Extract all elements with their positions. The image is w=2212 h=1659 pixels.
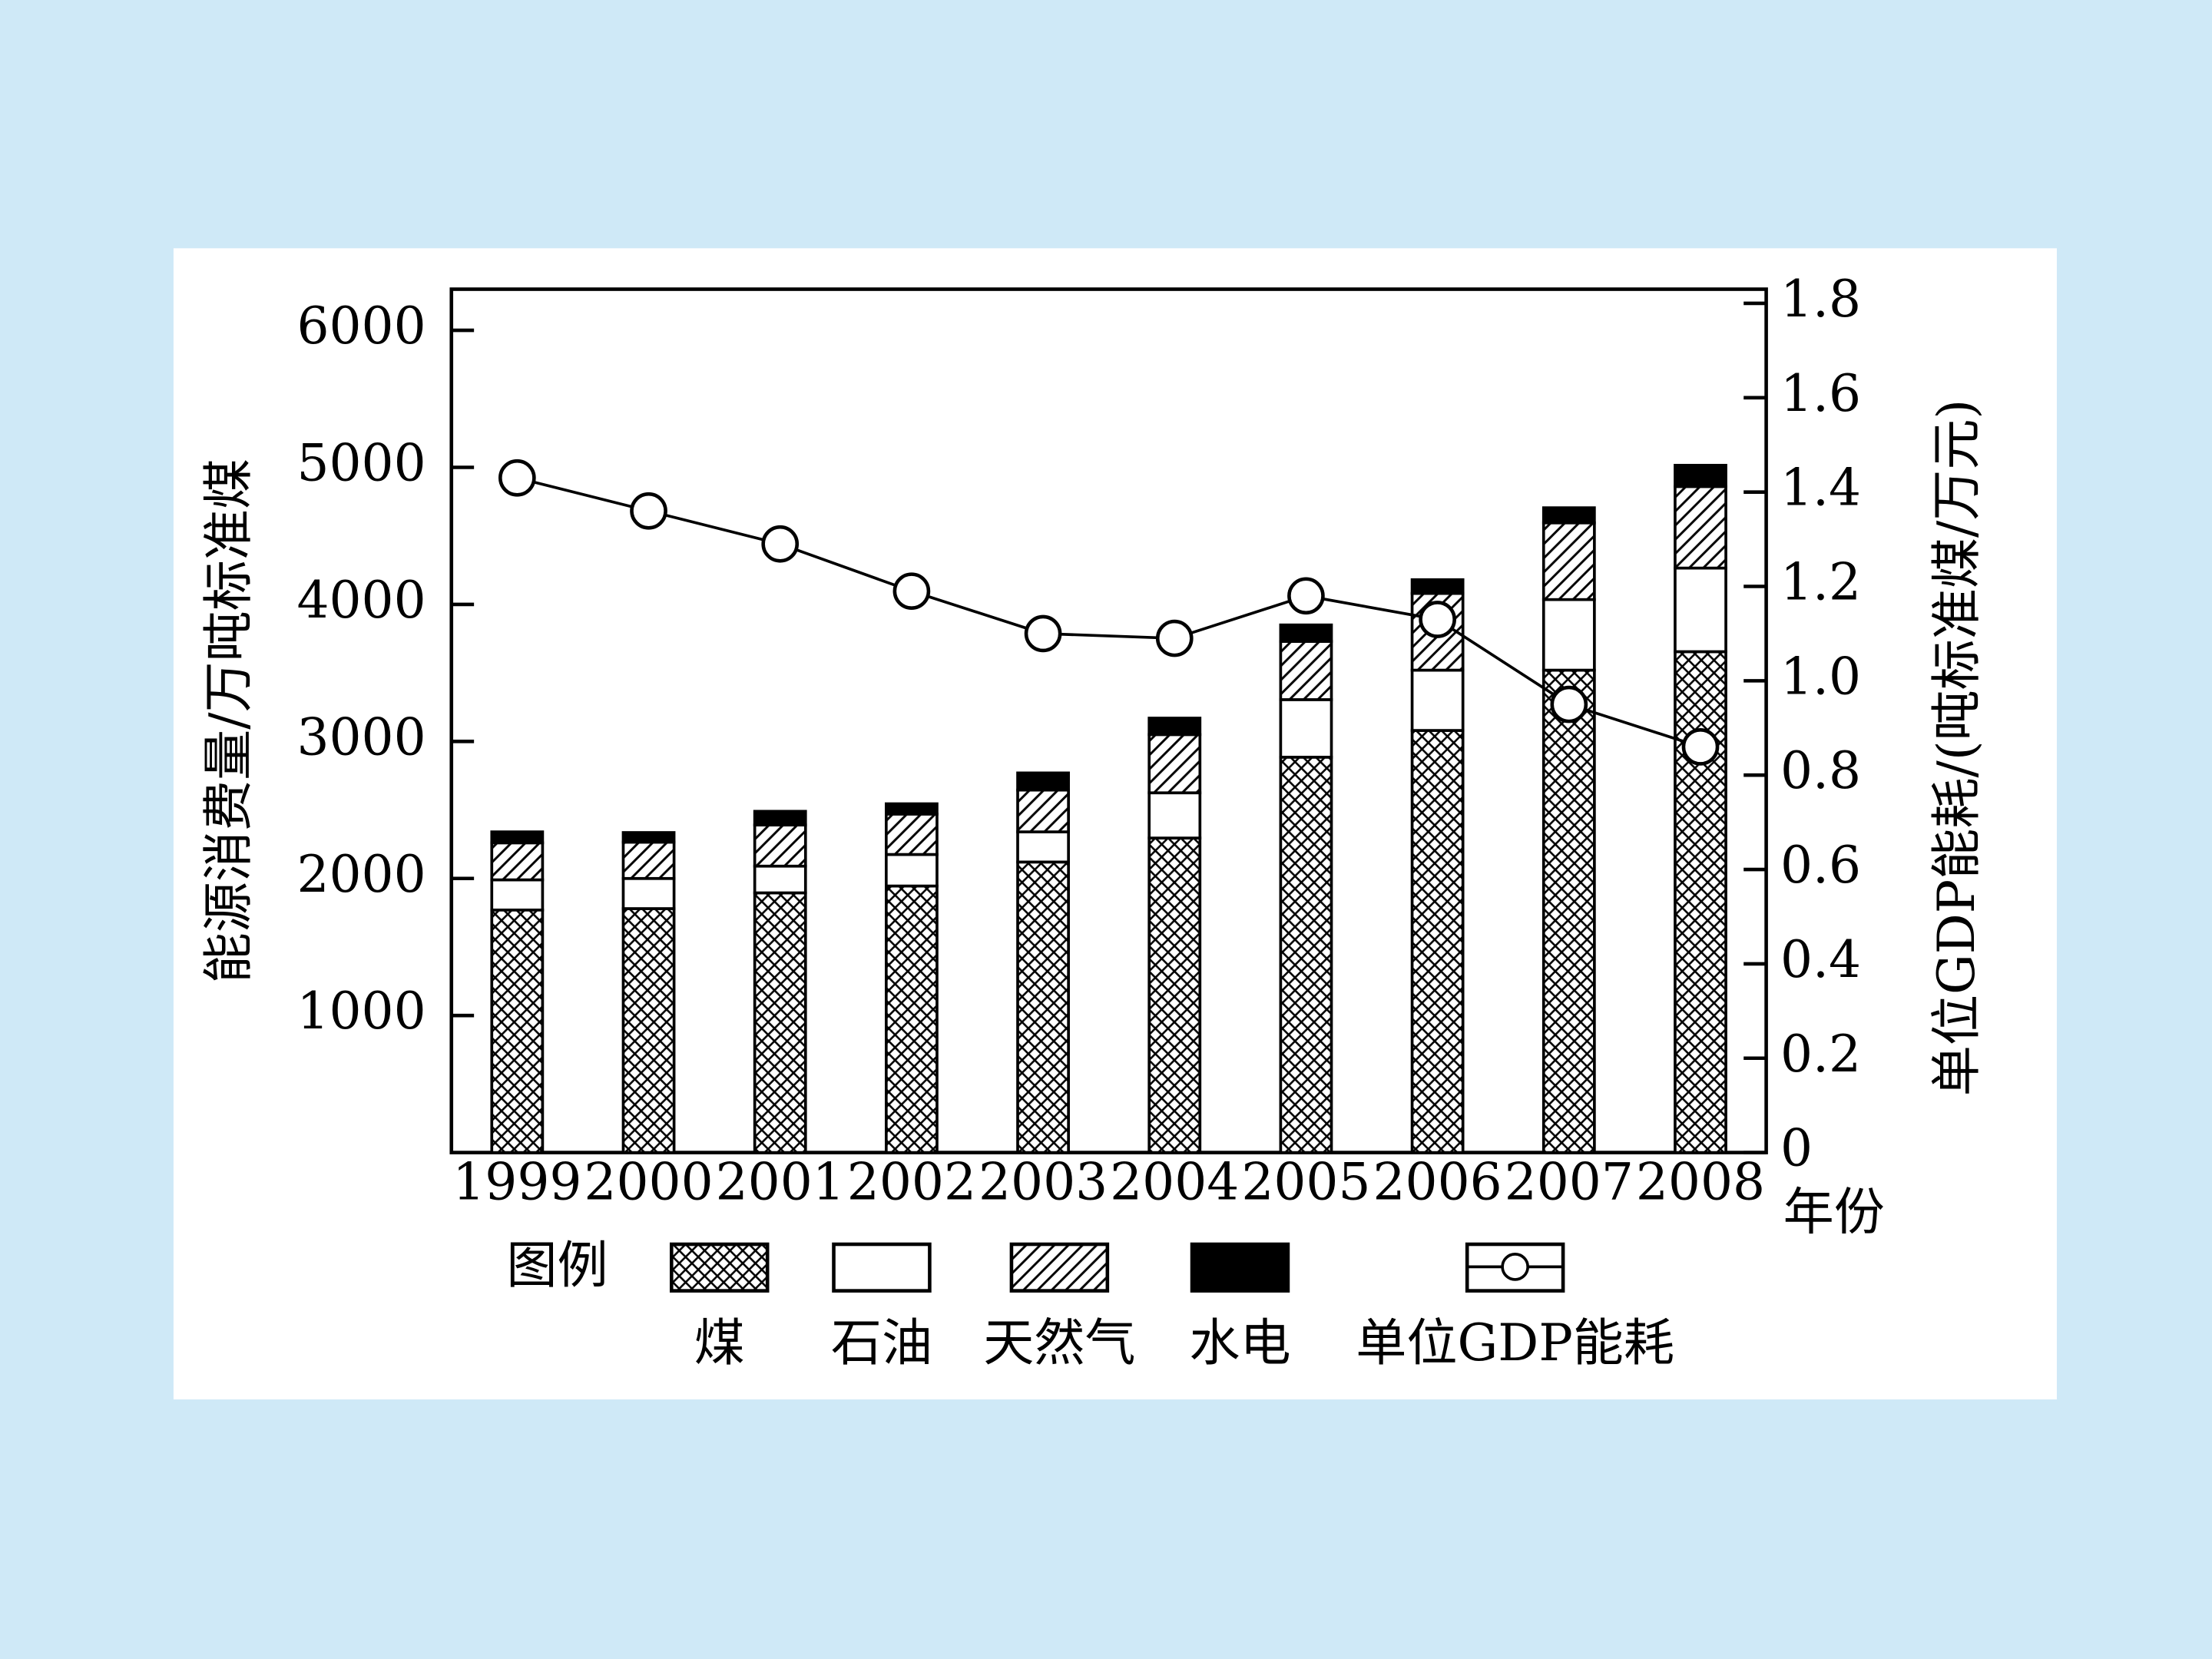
bar-segment	[621, 907, 676, 1154]
bar-segment	[1541, 598, 1596, 672]
x-tick-label: 2002	[847, 1153, 976, 1212]
bar-segment	[490, 841, 545, 882]
x-tick-label: 2008	[1636, 1153, 1765, 1212]
y2-tick-label: 0	[1780, 1119, 1813, 1178]
bar-segment	[490, 878, 545, 912]
legend-marker	[1501, 1253, 1530, 1281]
bar-segment	[1016, 860, 1070, 1154]
legend-label: 石油	[831, 1313, 932, 1373]
bar-segment	[885, 884, 939, 1154]
legend-title: 图例	[506, 1236, 608, 1295]
bar-segment	[1016, 788, 1070, 833]
legend-label: 天然气	[983, 1313, 1135, 1373]
y2-tick-label: 1.4	[1780, 459, 1861, 518]
bar-segment	[1674, 650, 1727, 1154]
y-axis-label: 能源消费量/万吨标准煤	[199, 459, 258, 983]
y-tick-label: 1000	[296, 982, 426, 1041]
line-marker	[1024, 614, 1062, 653]
y-tick-label: 2000	[296, 845, 426, 904]
x-tick-label: 2001	[716, 1153, 845, 1212]
bar-segment	[621, 840, 676, 880]
legend-swatch	[832, 1242, 932, 1293]
y-tick-label: 4000	[296, 571, 426, 630]
panel	[173, 248, 2057, 1400]
bar-segment	[1016, 830, 1070, 864]
bar-segment	[1541, 506, 1596, 525]
bar-segment	[1410, 578, 1465, 595]
legend-swatch	[669, 1242, 770, 1293]
y2-axis-label: 单位GDP能耗/(吨标准煤/万元)	[1927, 399, 1986, 1097]
bar-segment	[1147, 791, 1202, 839]
legend-label: 水电	[1189, 1313, 1290, 1373]
x-axis-label: 年份	[1783, 1182, 1885, 1241]
bar-segment	[621, 831, 676, 844]
legend-label: 煤	[694, 1313, 745, 1373]
line-marker	[1155, 619, 1194, 657]
bar-segment	[1541, 668, 1596, 1154]
y2-tick-label: 0.4	[1780, 930, 1861, 989]
bar-segment	[753, 864, 807, 895]
bar-segment	[1279, 756, 1333, 1154]
bar-segment	[1410, 729, 1465, 1154]
y2-tick-label: 0.8	[1780, 741, 1861, 800]
bar-segment	[885, 813, 939, 856]
legend-swatch	[1190, 1242, 1290, 1293]
x-tick-label: 2007	[1505, 1153, 1634, 1212]
bar-segment	[885, 853, 939, 888]
y-tick-label: 5000	[296, 433, 426, 492]
bar-segment	[1674, 463, 1727, 488]
bar-segment	[1147, 717, 1202, 737]
bar-segment	[490, 908, 545, 1154]
line-marker	[1287, 577, 1325, 615]
bar-segment	[753, 810, 807, 827]
y-tick-label: 3000	[296, 707, 426, 767]
x-tick-label: 2004	[1110, 1153, 1239, 1212]
bar-segment	[753, 823, 807, 868]
bar-segment	[1674, 485, 1727, 570]
line-marker	[630, 492, 667, 530]
y2-tick-label: 1.2	[1780, 553, 1861, 612]
bar-segment	[1147, 733, 1202, 795]
bar-segment	[1279, 623, 1333, 643]
y2-tick-label: 1.8	[1780, 270, 1861, 329]
line-marker	[761, 525, 800, 563]
line-marker	[1550, 685, 1588, 724]
line-marker	[892, 572, 931, 610]
line-marker	[1419, 601, 1456, 638]
y2-tick-label: 0.6	[1780, 836, 1861, 895]
line-marker	[1681, 728, 1720, 766]
bar-segment	[621, 876, 676, 910]
y2-tick-label: 0.2	[1780, 1025, 1861, 1084]
x-tick-label: 2006	[1373, 1153, 1502, 1212]
bar-segment	[1279, 640, 1333, 701]
y2-tick-label: 1.0	[1780, 647, 1861, 706]
bar-segment	[1410, 668, 1465, 732]
bar-segment	[1147, 836, 1202, 1154]
bar-segment	[1279, 698, 1333, 759]
legend-label: 单位GDP能耗	[1356, 1313, 1674, 1373]
bar-segment	[885, 802, 939, 816]
legend-swatch	[1009, 1242, 1110, 1293]
x-tick-label: 2000	[584, 1153, 713, 1212]
x-tick-label: 2005	[1241, 1153, 1370, 1212]
bar-segment	[1674, 566, 1727, 654]
plot-frame	[449, 287, 1768, 1154]
line-marker	[498, 459, 536, 497]
x-tick-label: 2003	[979, 1153, 1108, 1212]
y2-tick-label: 1.6	[1780, 364, 1861, 423]
bar-segment	[753, 891, 807, 1154]
bar-segment	[490, 830, 545, 845]
y-tick-label: 6000	[296, 296, 426, 356]
line	[516, 476, 1701, 749]
x-tick-label: 1999	[452, 1153, 581, 1212]
bar-segment	[1541, 521, 1596, 601]
bar-segment	[1016, 771, 1070, 792]
